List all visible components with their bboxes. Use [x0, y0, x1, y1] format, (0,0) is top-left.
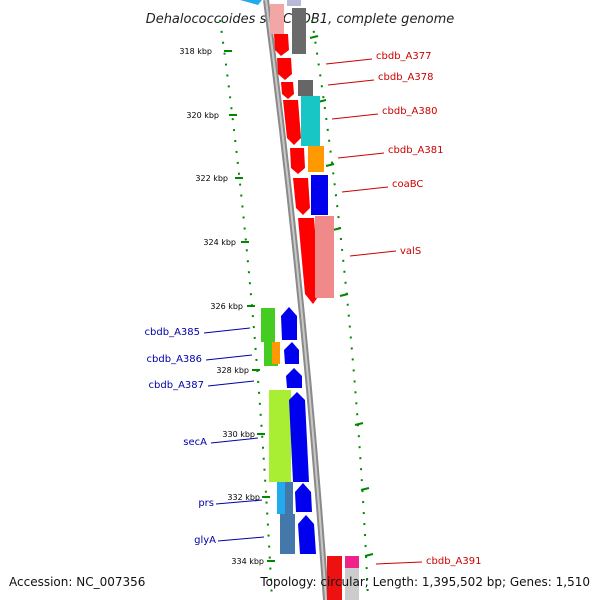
tick-label: 330 kbp: [222, 430, 255, 439]
gene-block: [298, 80, 313, 96]
gene-arrow: [283, 100, 301, 145]
gene-block: [270, 4, 284, 34]
gene-label: cbdb_A381: [388, 145, 443, 156]
gene-label: cbdb_A387: [149, 380, 204, 391]
left-leaders: [203, 327, 265, 542]
gene-block: [269, 390, 291, 482]
tick-label: 332 kbp: [227, 493, 260, 502]
left-gene-labels: cbdb_A385 cbdb_A386 cbdb_A387 secA prs g…: [145, 327, 217, 546]
gene-label: cbdb_A385: [145, 327, 200, 338]
gene-label: secA: [183, 437, 207, 448]
gene-block: [287, 0, 301, 6]
tick-label: 328 kbp: [216, 366, 249, 375]
tick-labels: 318 kbp 320 kbp 322 kbp 324 kbp 326 kbp …: [179, 47, 264, 566]
gene-arrow: [298, 515, 316, 554]
gene-arrow: [295, 483, 312, 512]
gene-label: cbdb_A391: [426, 556, 481, 567]
gene-label: cbdb_A378: [378, 72, 433, 83]
gene-block: [272, 342, 280, 364]
tick-label: 324 kbp: [203, 238, 236, 247]
gene-block: [327, 556, 342, 600]
gene-block: [280, 514, 295, 554]
outer-dotted-ring: [311, 19, 369, 600]
tick-label: 334 kbp: [231, 557, 264, 566]
tick-label: 326 kbp: [210, 302, 243, 311]
gene-arrow: [286, 368, 302, 388]
tick-marks: [224, 50, 275, 562]
topology-text: Topology: circular; Length: 1,395,502 bp…: [259, 575, 590, 589]
tick-label: 318 kbp: [179, 47, 212, 56]
reverse-genes: [261, 307, 316, 554]
gene-label: coaBC: [392, 179, 423, 190]
gene-label: cbdb_A386: [147, 354, 202, 365]
gene-block: [261, 308, 275, 342]
gene-arrow: [277, 58, 292, 80]
accession-text: Accession: NC_007356: [9, 575, 145, 589]
gene-arrow: [281, 82, 294, 99]
gene-block: [301, 96, 320, 146]
gene-block: [311, 175, 328, 215]
gene-block: [285, 482, 293, 514]
forward-genes: [270, 4, 359, 600]
inner-dotted-ring: [219, 19, 273, 600]
gene-arrow: [289, 392, 309, 482]
gene-arrow: [240, 0, 262, 5]
gene-block: [308, 146, 324, 172]
gene-arrow: [284, 342, 299, 364]
gene-label: glyA: [194, 535, 216, 546]
gene-block: [277, 482, 286, 514]
tick-label: 320 kbp: [186, 111, 219, 120]
gene-arrow: [293, 178, 310, 215]
gene-label: cbdb_A380: [382, 106, 437, 117]
gene-arrow: [281, 307, 297, 340]
gene-block: [292, 8, 306, 30]
right-gene-labels: cbdb_A377 cbdb_A378 cbdb_A380 cbdb_A381 …: [376, 51, 481, 567]
gene-block: [315, 216, 334, 298]
tick-label: 322 kbp: [195, 174, 228, 183]
gene-arrow: [298, 218, 320, 304]
gene-label: cbdb_A377: [376, 51, 431, 62]
gene-label: valS: [400, 246, 421, 257]
gene-arrow: [274, 34, 289, 56]
gene-block: [345, 556, 359, 568]
gene-arrow: [290, 148, 305, 174]
genome-backbone: [263, 0, 329, 600]
right-leaders: [325, 58, 423, 565]
gene-label: prs: [198, 498, 214, 509]
